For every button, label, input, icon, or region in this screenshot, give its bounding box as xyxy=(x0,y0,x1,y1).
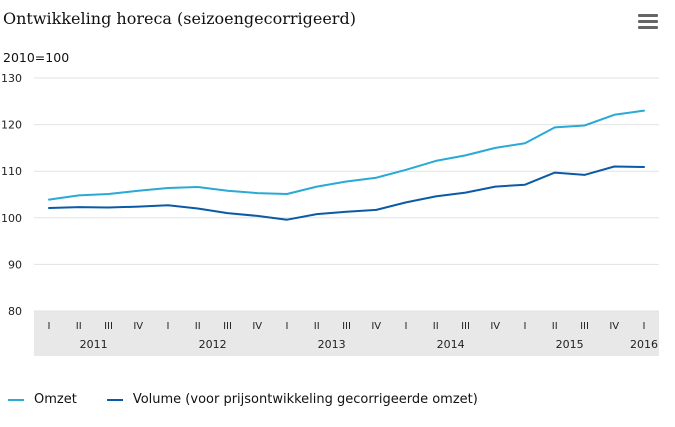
x-tick-label: I xyxy=(524,321,527,332)
legend-swatch-volume xyxy=(106,398,123,401)
x-tick-label: IV xyxy=(490,321,500,332)
x-tick-label: II xyxy=(195,321,201,332)
x-tick-label: I xyxy=(167,321,170,332)
x-tick-label: II xyxy=(552,321,558,332)
chart-legend: Omzet Volume (voor prijsontwikkeling gec… xyxy=(8,392,508,407)
legend-label-volume: Volume (voor prijsontwikkeling gecorrige… xyxy=(132,392,478,407)
x-year-label: 2012 xyxy=(199,338,227,351)
x-tick-label: II xyxy=(314,321,320,332)
hamburger-menu-icon[interactable] xyxy=(638,14,658,32)
x-year-label: 2015 xyxy=(556,338,584,351)
x-tick-label: III xyxy=(104,321,113,332)
x-year-label: 2014 xyxy=(437,338,465,351)
y-tick-label: 130 xyxy=(1,72,22,85)
x-tick-label: II xyxy=(76,321,82,332)
x-tick-label: IV xyxy=(609,321,619,332)
y-tick-label: 90 xyxy=(8,258,22,271)
x-tick-label: IV xyxy=(252,321,262,332)
legend-label-omzet: Omzet xyxy=(34,392,77,407)
x-tick-label: I xyxy=(286,321,289,332)
x-tick-label: III xyxy=(342,321,351,332)
x-tick-label: IV xyxy=(371,321,381,332)
y-tick-label: 80 xyxy=(8,305,22,318)
y-tick-label: 120 xyxy=(1,119,22,132)
x-axis-band xyxy=(34,311,659,356)
x-tick-label: II xyxy=(433,321,439,332)
legend-item-volume[interactable]: Volume (voor prijsontwikkeling gecorrige… xyxy=(106,392,478,407)
x-tick-label: III xyxy=(223,321,232,332)
chart-title: Ontwikkeling horeca (seizoengecorrigeerd… xyxy=(3,9,356,28)
x-year-label: 2016 xyxy=(630,338,658,351)
x-tick-label: I xyxy=(405,321,408,332)
x-year-label: 2011 xyxy=(80,338,108,351)
series-line-volume xyxy=(48,165,645,221)
legend-swatch-omzet xyxy=(8,398,24,401)
series-line-omzet xyxy=(48,109,645,201)
y-tick-label: 110 xyxy=(1,165,22,178)
x-tick-label: III xyxy=(580,321,589,332)
x-tick-label: I xyxy=(643,321,646,332)
y-tick-label: 100 xyxy=(1,212,22,225)
x-tick-label: III xyxy=(461,321,470,332)
x-year-label: 2013 xyxy=(318,338,346,351)
x-tick-label: IV xyxy=(133,321,143,332)
x-tick-label: I xyxy=(48,321,51,332)
legend-item-omzet[interactable]: Omzet xyxy=(8,392,77,407)
y-axis-unit-label: 2010=100 xyxy=(3,50,70,65)
